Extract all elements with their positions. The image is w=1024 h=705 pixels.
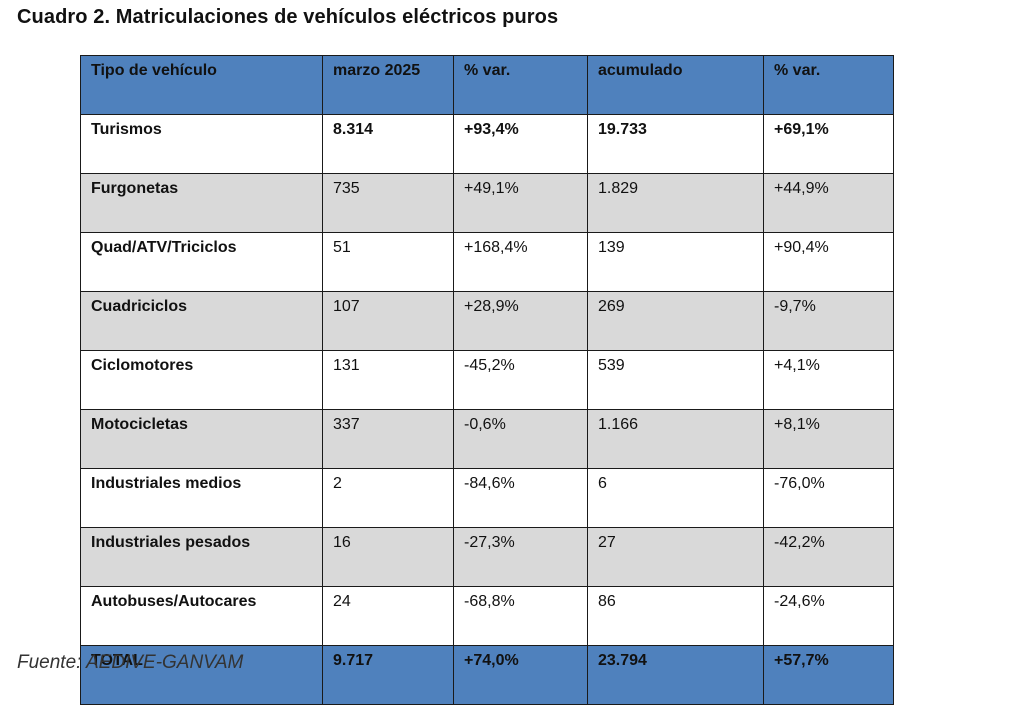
registrations-table: Tipo de vehículo marzo 2025 % var. acumu… (80, 55, 894, 705)
row-label: Turismos (80, 114, 323, 174)
cell-march: 51 (322, 232, 454, 292)
column-header-march-2025: marzo 2025 (322, 55, 454, 115)
cell-cumulative: 6 (587, 468, 764, 528)
cell-cumulative: 139 (587, 232, 764, 292)
cell-march: 735 (322, 173, 454, 233)
total-cumulative: 23.794 (587, 645, 764, 705)
table-row: Autobuses/Autocares 24 -68,8% 86 -24,6% (80, 586, 894, 646)
row-label: Cuadriciclos (80, 291, 323, 351)
cell-cumulative: 269 (587, 291, 764, 351)
cell-march: 8.314 (322, 114, 454, 174)
cell-var-cumulative: +90,4% (763, 232, 894, 292)
cell-var-month: +49,1% (453, 173, 588, 233)
cell-var-cumulative: -9,7% (763, 291, 894, 351)
cell-march: 107 (322, 291, 454, 351)
cell-march: 24 (322, 586, 454, 646)
row-label: Industriales pesados (80, 527, 323, 587)
total-var-cumulative: +57,7% (763, 645, 894, 705)
column-header-var-month: % var. (453, 55, 588, 115)
table-row: Cuadriciclos 107 +28,9% 269 -9,7% (80, 291, 894, 351)
row-label: Furgonetas (80, 173, 323, 233)
cell-var-month: -45,2% (453, 350, 588, 410)
cell-var-month: +168,4% (453, 232, 588, 292)
cell-var-month: -27,3% (453, 527, 588, 587)
table-header-row: Tipo de vehículo marzo 2025 % var. acumu… (80, 55, 894, 115)
table-row: Industriales medios 2 -84,6% 6 -76,0% (80, 468, 894, 528)
table-row: Industriales pesados 16 -27,3% 27 -42,2% (80, 527, 894, 587)
row-label: Ciclomotores (80, 350, 323, 410)
cell-var-month: -84,6% (453, 468, 588, 528)
cell-cumulative: 539 (587, 350, 764, 410)
cell-var-cumulative: +4,1% (763, 350, 894, 410)
cell-cumulative: 19.733 (587, 114, 764, 174)
column-header-vehicle-type: Tipo de vehículo (80, 55, 323, 115)
cell-var-cumulative: +8,1% (763, 409, 894, 469)
cell-cumulative: 86 (587, 586, 764, 646)
cell-var-cumulative: -24,6% (763, 586, 894, 646)
cell-var-cumulative: +44,9% (763, 173, 894, 233)
source-note: Fuente: AEDIVE-GANVAM (17, 652, 244, 673)
cell-cumulative: 1.166 (587, 409, 764, 469)
column-header-var-cumulative: % var. (763, 55, 894, 115)
page-title: Cuadro 2. Matriculaciones de vehículos e… (17, 6, 559, 28)
row-label: Industriales medios (80, 468, 323, 528)
cell-var-month: -0,6% (453, 409, 588, 469)
cell-var-month: +28,9% (453, 291, 588, 351)
table-row: Quad/ATV/Triciclos 51 +168,4% 139 +90,4% (80, 232, 894, 292)
cell-march: 16 (322, 527, 454, 587)
table-row: Turismos 8.314 +93,4% 19.733 +69,1% (80, 114, 894, 174)
cell-var-cumulative: -76,0% (763, 468, 894, 528)
cell-march: 131 (322, 350, 454, 410)
table-row: Furgonetas 735 +49,1% 1.829 +44,9% (80, 173, 894, 233)
row-label: Autobuses/Autocares (80, 586, 323, 646)
cell-var-month: -68,8% (453, 586, 588, 646)
column-header-cumulative: acumulado (587, 55, 764, 115)
total-var-month: +74,0% (453, 645, 588, 705)
cell-var-cumulative: -42,2% (763, 527, 894, 587)
table-row: Motocicletas 337 -0,6% 1.166 +8,1% (80, 409, 894, 469)
row-label: Quad/ATV/Triciclos (80, 232, 323, 292)
cell-var-month: +93,4% (453, 114, 588, 174)
cell-var-cumulative: +69,1% (763, 114, 894, 174)
cell-march: 2 (322, 468, 454, 528)
cell-cumulative: 1.829 (587, 173, 764, 233)
cell-cumulative: 27 (587, 527, 764, 587)
total-march: 9.717 (322, 645, 454, 705)
cell-march: 337 (322, 409, 454, 469)
row-label: Motocicletas (80, 409, 323, 469)
table-row: Ciclomotores 131 -45,2% 539 +4,1% (80, 350, 894, 410)
